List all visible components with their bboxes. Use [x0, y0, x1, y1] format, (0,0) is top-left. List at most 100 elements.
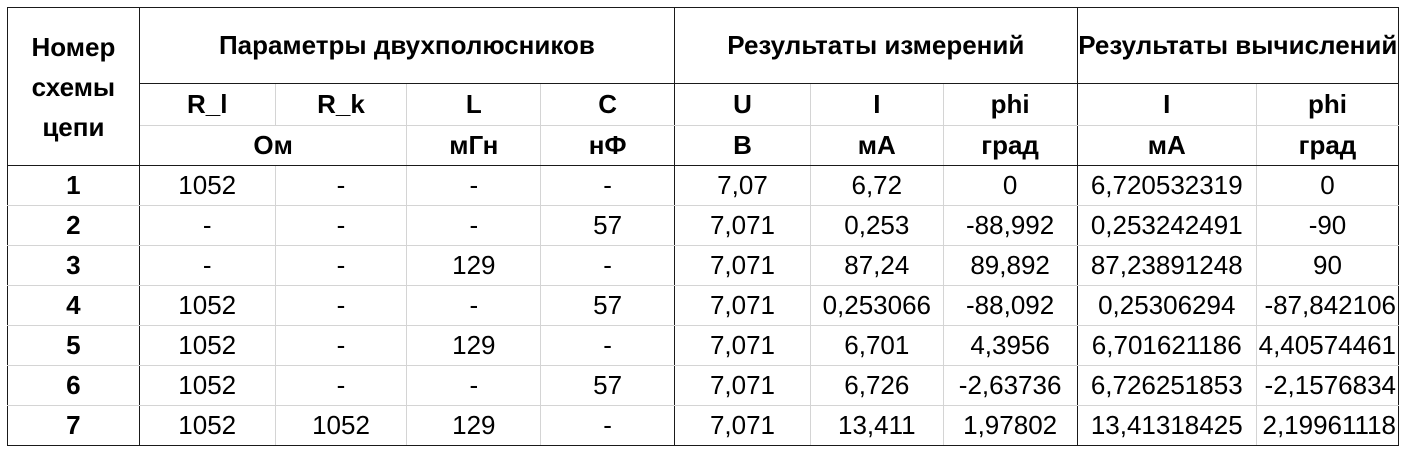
cell-r-l: 1052 [138, 365, 276, 406]
cell-c: - [540, 165, 676, 206]
symbol-l: L [406, 83, 542, 126]
computed-group-header: Результаты вычислений [1076, 7, 1400, 84]
cell-r-l: 1052 [138, 165, 276, 206]
cell-l: - [406, 165, 542, 206]
cell-c: 57 [540, 365, 676, 406]
results-table: Номер схемы цепи Параметры двухполюснико… [7, 7, 1400, 446]
cell-i-measured: 6,726 [809, 365, 944, 406]
symbol-c: C [540, 83, 676, 126]
table-row: 4 1052 - - 57 7,071 0,253066 -88,092 0,2… [7, 285, 1400, 326]
cell-l: 129 [406, 325, 542, 366]
cell-phi-computed: 4,40574461 [1255, 325, 1400, 366]
unit-current-computed: мА [1076, 125, 1257, 166]
cell-l: - [406, 285, 542, 326]
cell-phi-measured: 4,3956 [942, 325, 1078, 366]
table-row: 5 1052 - 129 - 7,071 6,701 4,3956 6,7016… [7, 325, 1400, 366]
cell-phi-computed: 2,19961118 [1255, 405, 1400, 446]
cell-u: 7,071 [674, 285, 811, 326]
table-row: 2 - - - 57 7,071 0,253 -88,992 0,2532424… [7, 205, 1400, 246]
cell-c: - [540, 325, 676, 366]
table-row: 1 1052 - - - 7,07 6,72 0 6,720532319 0 [7, 165, 1400, 206]
cell-phi-computed: 90 [1255, 245, 1400, 286]
cell-phi-computed: -90 [1255, 205, 1400, 246]
cell-l: 129 [406, 405, 542, 446]
cell-i-measured: 0,253066 [809, 285, 944, 326]
table-header: Номер схемы цепи Параметры двухполюснико… [7, 7, 1400, 166]
cell-phi-measured: 0 [942, 165, 1078, 206]
cell-r-k: - [274, 165, 408, 206]
cell-l: - [406, 205, 542, 246]
cell-r-k: - [274, 365, 408, 406]
cell-l: 129 [406, 245, 542, 286]
cell-i-measured: 6,72 [809, 165, 944, 206]
cell-phi-measured: 89,892 [942, 245, 1078, 286]
cell-r-l: - [138, 205, 276, 246]
scheme-number-header: Номер схемы цепи [7, 7, 140, 166]
cell-i-computed: 0,25306294 [1076, 285, 1257, 326]
table-row: 7 1052 1052 129 - 7,071 13,411 1,97802 1… [7, 405, 1400, 446]
table-body: 1 1052 - - - 7,07 6,72 0 6,720532319 0 2… [7, 165, 1400, 446]
cell-c: - [540, 245, 676, 286]
symbol-i-computed: I [1076, 83, 1257, 126]
table-row: 6 1052 - - 57 7,071 6,726 -2,63736 6,726… [7, 365, 1400, 406]
cell-r-k: 1052 [274, 405, 408, 446]
cell-r-k: - [274, 245, 408, 286]
scheme-number-header-line: цепи [42, 111, 105, 142]
cell-i-measured: 13,411 [809, 405, 944, 446]
cell-scheme-number: 3 [7, 245, 140, 286]
unit-voltage: В [674, 125, 811, 166]
unit-inductance: мГн [406, 125, 542, 166]
cell-c: - [540, 405, 676, 446]
cell-r-k: - [274, 285, 408, 326]
cell-phi-computed: -87,842106 [1255, 285, 1400, 326]
cell-i-measured: 6,701 [809, 325, 944, 366]
unit-capacitance: нФ [540, 125, 676, 166]
cell-r-k: - [274, 325, 408, 366]
cell-r-k: - [274, 205, 408, 246]
symbol-i-measured: I [809, 83, 944, 126]
cell-u: 7,071 [674, 245, 811, 286]
cell-u: 7,07 [674, 165, 811, 206]
cell-phi-computed: -2,1576834 [1255, 365, 1400, 406]
unit-phase-computed: град [1255, 125, 1400, 166]
cell-scheme-number: 6 [7, 365, 140, 406]
symbol-u: U [674, 83, 811, 126]
cell-u: 7,071 [674, 205, 811, 246]
cell-c: 57 [540, 205, 676, 246]
cell-i-computed: 6,720532319 [1076, 165, 1257, 206]
cell-scheme-number: 4 [7, 285, 140, 326]
cell-phi-computed: 0 [1255, 165, 1400, 206]
cell-scheme-number: 1 [7, 165, 140, 206]
cell-u: 7,071 [674, 325, 811, 366]
cell-phi-measured: -2,63736 [942, 365, 1078, 406]
cell-i-measured: 0,253 [809, 205, 944, 246]
cell-phi-measured: -88,992 [942, 205, 1078, 246]
cell-u: 7,071 [674, 405, 811, 446]
cell-i-measured: 87,24 [809, 245, 944, 286]
cell-r-l: 1052 [138, 325, 276, 366]
cell-scheme-number: 2 [7, 205, 140, 246]
cell-i-computed: 13,41318425 [1076, 405, 1257, 446]
unit-current-measured: мА [809, 125, 944, 166]
cell-r-l: 1052 [138, 285, 276, 326]
cell-i-computed: 6,726251853 [1076, 365, 1257, 406]
cell-l: - [406, 365, 542, 406]
cell-i-computed: 0,253242491 [1076, 205, 1257, 246]
scheme-number-header-line: схемы [31, 71, 116, 102]
cell-scheme-number: 5 [7, 325, 140, 366]
cell-scheme-number: 7 [7, 405, 140, 446]
cell-i-computed: 6,701621186 [1076, 325, 1257, 366]
symbol-r-l: R_l [138, 83, 276, 126]
measured-group-header: Результаты измерений [674, 7, 1078, 84]
symbol-r-k: R_k [274, 83, 408, 126]
unit-phase-measured: град [942, 125, 1078, 166]
cell-u: 7,071 [674, 365, 811, 406]
params-group-header: Параметры двухполюсников [138, 7, 676, 84]
symbol-phi-measured: phi [942, 83, 1078, 126]
cell-r-l: - [138, 245, 276, 286]
unit-resistance: Ом [138, 125, 408, 166]
scheme-number-header-line: Номер [31, 31, 116, 62]
symbol-phi-computed: phi [1255, 83, 1400, 126]
cell-c: 57 [540, 285, 676, 326]
cell-i-computed: 87,23891248 [1076, 245, 1257, 286]
